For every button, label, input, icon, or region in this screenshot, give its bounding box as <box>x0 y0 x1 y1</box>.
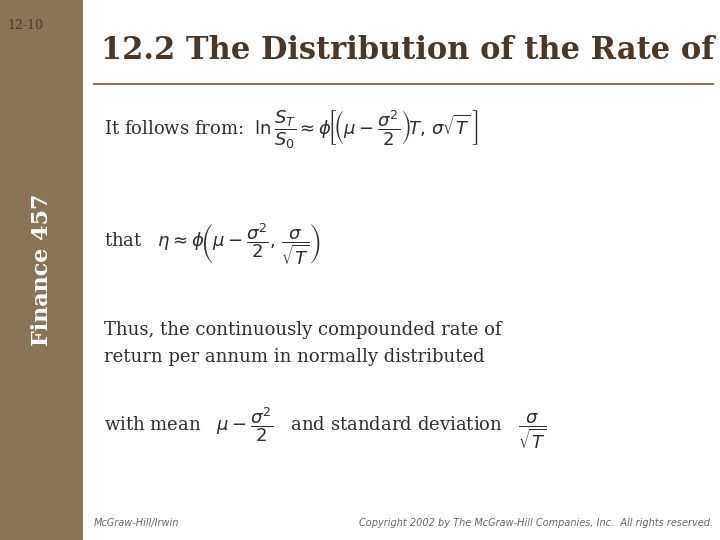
Text: Finance 457: Finance 457 <box>31 194 53 346</box>
Text: Copyright 2002 by The McGraw-Hill Companies, Inc.  All rights reserved.: Copyright 2002 by The McGraw-Hill Compan… <box>359 518 713 528</box>
Text: with mean   $\mu - \dfrac{\sigma^2}{2}$   and standard deviation   $\dfrac{\sigm: with mean $\mu - \dfrac{\sigma^2}{2}$ an… <box>104 405 547 451</box>
Text: McGraw-Hill/Irwin: McGraw-Hill/Irwin <box>94 518 179 528</box>
Text: that   $\eta \approx \phi\!\left(\mu - \dfrac{\sigma^2}{2},\, \dfrac{\sigma}{\sq: that $\eta \approx \phi\!\left(\mu - \df… <box>104 221 321 267</box>
Text: 12.2 The Distribution of the Rate of Return: 12.2 The Distribution of the Rate of Ret… <box>101 35 720 66</box>
Text: return per annum in normally distributed: return per annum in normally distributed <box>104 348 485 366</box>
Text: It follows from:  $\ln \dfrac{S_T}{S_0} \approx \phi\!\left[\!\left(\mu - \dfrac: It follows from: $\ln \dfrac{S_T}{S_0} \… <box>104 108 480 150</box>
Text: Thus, the continuously compounded rate of: Thus, the continuously compounded rate o… <box>104 321 502 339</box>
Text: 12-10: 12-10 <box>7 19 43 32</box>
